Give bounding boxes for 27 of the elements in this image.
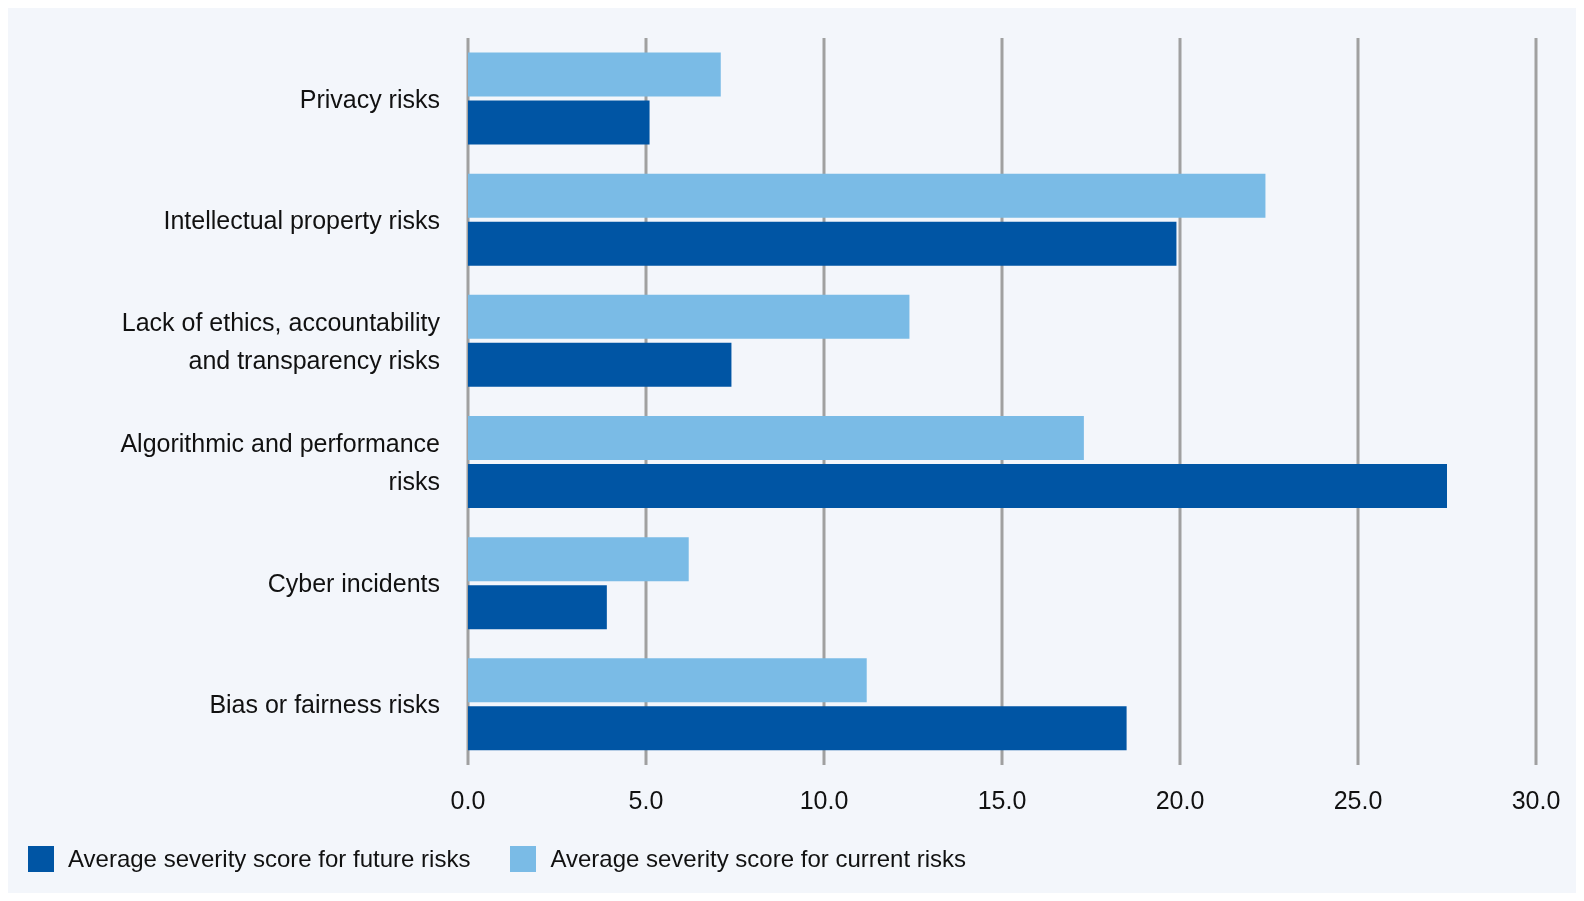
y-tick-label: Privacy risks (299, 84, 440, 113)
bar (468, 416, 1084, 461)
bar (468, 537, 689, 582)
bar (468, 706, 1127, 751)
x-tick-label: 30.0 (1511, 785, 1561, 814)
x-tick-label: 0.0 (450, 785, 486, 814)
y-tick-label: Cyber incidents (267, 569, 440, 598)
y-tick-label: Intellectual property risks (163, 205, 440, 234)
x-tick-label: 15.0 (977, 785, 1027, 814)
x-tick-label: 25.0 (1333, 785, 1383, 814)
bar (468, 464, 1447, 509)
legend-label: Average severity score for future risks (68, 845, 471, 873)
bar (468, 658, 867, 703)
x-tick-label: 5.0 (628, 785, 664, 814)
y-tick-label: Bias or fairness risks (209, 690, 440, 719)
bar (468, 173, 1266, 218)
y-tick-label: Lack of ethics, accountability and transparency risks (121, 307, 441, 374)
x-tick-label: 10.0 (799, 785, 849, 814)
y-tick-label: Algorithmic and performance risks (120, 429, 440, 496)
legend-label: Average severity score for current risks (550, 845, 967, 873)
x-tick-label: 20.0 (1155, 785, 1205, 814)
bar (468, 100, 650, 145)
bar (468, 52, 721, 97)
bar (468, 342, 732, 387)
bar (468, 585, 607, 630)
bar (468, 294, 910, 339)
bar (468, 221, 1177, 266)
